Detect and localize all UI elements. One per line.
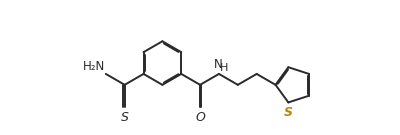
Text: H: H [220,63,228,73]
Text: N: N [214,58,223,71]
Text: O: O [195,111,205,124]
Text: H₂N: H₂N [82,60,105,73]
Text: S: S [121,111,129,124]
Text: S: S [284,106,293,119]
